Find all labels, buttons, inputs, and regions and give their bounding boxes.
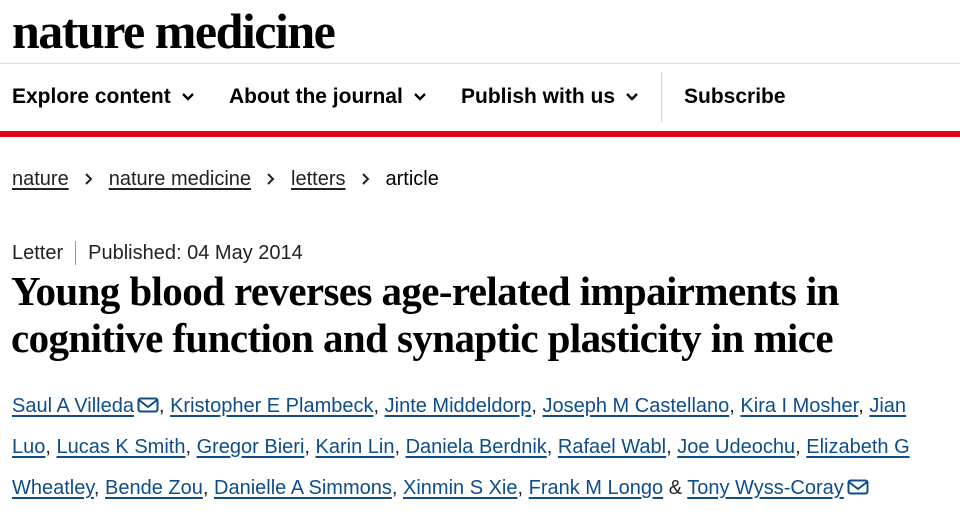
author-separator: , xyxy=(795,436,801,458)
author-link[interactable]: Elizabeth G xyxy=(806,436,910,458)
nav-explore-content-label: Explore content xyxy=(12,85,171,108)
author-link[interactable]: Bende Zou xyxy=(105,477,203,499)
author-separator: , xyxy=(93,477,100,499)
nav-publish-with-us[interactable]: Publish with us xyxy=(461,84,639,110)
author-link[interactable]: Lucas K Smith xyxy=(56,436,186,458)
author-separator: , xyxy=(546,436,553,458)
mail-icon[interactable] xyxy=(847,479,869,495)
author-link[interactable]: Kira I Mosher xyxy=(740,395,859,417)
main-nav: Explore content About the journal Publis… xyxy=(0,64,960,130)
author-link[interactable]: Joseph M Castellano xyxy=(542,395,730,417)
author-separator: , xyxy=(304,436,310,458)
chevron-down-icon xyxy=(181,93,194,101)
author-separator: , xyxy=(666,436,672,458)
author-separator: , xyxy=(391,477,398,499)
author-separator: , xyxy=(531,395,537,417)
author-link[interactable]: Luo xyxy=(12,436,46,458)
breadcrumb: nature nature medicine letters article xyxy=(12,166,439,192)
author-separator: , xyxy=(158,395,165,417)
author-link[interactable]: Karin Lin xyxy=(315,436,395,458)
author-separator: , xyxy=(202,477,209,499)
author-separator: , xyxy=(394,436,401,458)
accent-bar xyxy=(0,131,960,137)
breadcrumb-link-letters[interactable]: letters xyxy=(291,167,346,190)
author-line: Wheatley, Bende Zou, Danielle A Simmons,… xyxy=(12,468,957,509)
breadcrumb-link-nature[interactable]: nature xyxy=(12,167,69,190)
author-link[interactable]: Daniela Berdnik xyxy=(405,436,547,458)
article-type: Letter xyxy=(12,241,64,264)
author-link[interactable]: Kristopher E Plambeck xyxy=(170,395,374,417)
author-link[interactable]: Joe Udeochu xyxy=(677,436,796,458)
author-list: Saul A Villeda, Kristopher E Plambeck, J… xyxy=(12,386,957,509)
nav-about-journal[interactable]: About the journal xyxy=(229,84,427,110)
meta-divider xyxy=(75,241,77,265)
article-meta: Letter Published: 04 May 2014 xyxy=(12,240,303,266)
nav-publish-with-us-label: Publish with us xyxy=(461,85,616,108)
author-link[interactable]: Wheatley xyxy=(12,477,94,499)
mail-icon[interactable] xyxy=(137,397,159,413)
author-link[interactable]: Gregor Bieri xyxy=(196,436,305,458)
chevron-down-icon xyxy=(413,93,426,101)
nav-about-journal-label: About the journal xyxy=(229,85,403,108)
author-separator: , xyxy=(729,395,735,417)
journal-logo[interactable]: nature medicine xyxy=(12,3,336,59)
header-divider xyxy=(0,63,960,64)
chevron-right-icon xyxy=(267,173,275,185)
nav-explore-content[interactable]: Explore content xyxy=(12,84,195,110)
author-line: Luo, Lucas K Smith, Gregor Bieri, Karin … xyxy=(12,427,957,468)
author-link[interactable]: Jinte Middeldorp xyxy=(384,395,532,417)
nav-subscribe-label: Subscribe xyxy=(684,85,786,108)
author-line: Saul A Villeda, Kristopher E Plambeck, J… xyxy=(12,386,957,427)
author-link[interactable]: Xinmin S Xie xyxy=(403,477,518,499)
chevron-down-icon xyxy=(626,93,638,101)
author-separator: , xyxy=(373,395,380,417)
author-link[interactable]: Danielle A Simmons xyxy=(214,477,392,499)
author-separator: , xyxy=(45,436,51,458)
published-date: Published: 04 May 2014 xyxy=(88,241,303,264)
chevron-right-icon xyxy=(85,173,93,185)
author-link[interactable]: Jian xyxy=(869,395,907,417)
author-link[interactable]: Frank M Longo xyxy=(528,477,664,499)
author-link[interactable]: Tony Wyss-Coray xyxy=(687,477,844,499)
breadcrumb-link-nature-medicine[interactable]: nature medicine xyxy=(108,167,252,190)
breadcrumb-current: article xyxy=(385,167,439,190)
author-link[interactable]: Rafael Wabl xyxy=(557,436,667,458)
nav-divider xyxy=(661,72,662,122)
author-link[interactable]: Saul A Villeda xyxy=(12,395,134,417)
author-separator: , xyxy=(185,436,192,458)
article-title: Young blood reverses age-related impairm… xyxy=(11,268,839,361)
author-conjunction: & xyxy=(668,477,683,499)
chevron-right-icon xyxy=(361,173,369,185)
author-separator: , xyxy=(858,395,864,417)
nav-subscribe[interactable]: Subscribe xyxy=(684,84,786,110)
author-separator: , xyxy=(517,477,524,499)
